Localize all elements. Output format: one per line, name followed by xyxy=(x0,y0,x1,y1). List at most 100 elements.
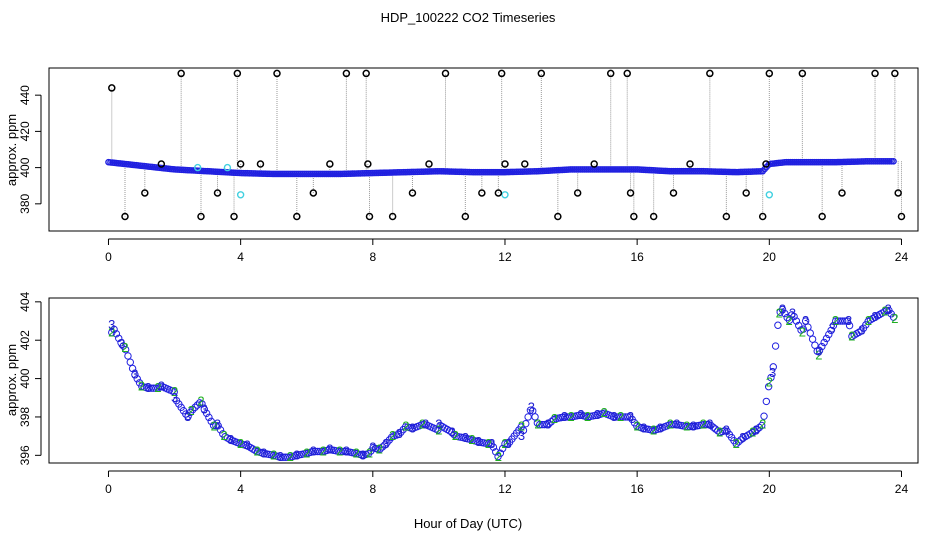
series-2-label: 2 xyxy=(237,436,244,451)
series-2-label: 2 xyxy=(600,405,607,420)
trace-point xyxy=(818,342,826,351)
series-2-label: 2 xyxy=(468,432,475,447)
trace-point xyxy=(191,403,199,412)
series-3-label: 3 xyxy=(184,409,191,424)
trace-point xyxy=(841,317,849,325)
bottom-x-tick-label: 0 xyxy=(105,482,112,496)
trace-point xyxy=(822,334,831,343)
series-2-label: 2 xyxy=(154,380,161,395)
trace-point xyxy=(790,312,798,321)
series-2-label: 2 xyxy=(303,445,310,460)
series-3-label: 3 xyxy=(594,407,601,422)
top-x-tick-label: 20 xyxy=(763,250,777,264)
trace-point xyxy=(683,422,692,431)
series-2-label: 2 xyxy=(211,419,218,434)
baseline-point xyxy=(890,157,897,165)
series-3-label: 3 xyxy=(118,336,125,351)
spike-point xyxy=(649,212,658,221)
spike-point xyxy=(157,160,166,168)
trace-point xyxy=(762,397,771,406)
series-2-label: 2 xyxy=(376,442,383,457)
series-3-label: 3 xyxy=(518,428,525,443)
top-plot-frame xyxy=(48,67,919,232)
series-2-label: 2 xyxy=(891,311,898,326)
bottom-y-tick-label: 400 xyxy=(18,368,32,388)
series-3-label: 3 xyxy=(627,409,634,424)
series-2-label: 2 xyxy=(832,313,839,328)
trace-point xyxy=(147,384,155,392)
trace-point xyxy=(614,413,623,421)
trace-point xyxy=(357,451,366,459)
series-2-label: 2 xyxy=(667,417,674,432)
series-3-label: 3 xyxy=(610,409,617,424)
series-3-label: 3 xyxy=(885,302,892,317)
series-3-label: 3 xyxy=(214,417,221,432)
trace-point xyxy=(758,421,766,430)
spike-point xyxy=(521,160,529,168)
trace-point xyxy=(838,317,847,325)
series-3-label: 3 xyxy=(739,430,746,445)
trace-point xyxy=(734,438,743,446)
series-2-label: 2 xyxy=(419,417,426,432)
trace-point xyxy=(309,447,317,456)
spike-point xyxy=(722,212,731,221)
trace-point xyxy=(751,427,759,435)
trace-point xyxy=(524,413,532,421)
bottom-x-tick-label: 16 xyxy=(630,482,644,496)
series-2-label: 2 xyxy=(551,411,558,426)
spike-point xyxy=(478,189,486,197)
trace-point xyxy=(374,445,382,453)
trace-point xyxy=(316,447,324,456)
trace-point xyxy=(334,447,343,455)
spike-point xyxy=(342,69,351,78)
spike-point xyxy=(897,212,906,221)
series-3-label: 3 xyxy=(310,443,317,458)
series-3-label: 3 xyxy=(845,313,852,328)
trace-point xyxy=(616,413,625,421)
series-3-label: 3 xyxy=(723,422,730,437)
trace-point xyxy=(112,330,121,338)
trace-point xyxy=(420,420,428,429)
top-x-tick-label: 12 xyxy=(498,250,512,264)
trace-point xyxy=(149,384,158,392)
spike-point xyxy=(891,69,899,78)
trace-point xyxy=(702,420,710,429)
top-x-tick-label: 4 xyxy=(237,250,244,264)
series-3-label: 3 xyxy=(435,417,442,432)
spike-point xyxy=(626,189,635,197)
series-2-label: 2 xyxy=(716,424,723,439)
bottom-x-tick-label: 4 xyxy=(237,482,244,496)
series-2-label: 2 xyxy=(848,328,855,343)
trace-point xyxy=(503,440,511,448)
spike-point xyxy=(765,69,774,78)
trace-point xyxy=(820,338,828,347)
trace-point xyxy=(626,413,634,421)
trace-point xyxy=(501,440,509,448)
trace-point xyxy=(700,420,708,429)
series-2-label: 2 xyxy=(584,409,591,424)
trace-point xyxy=(566,413,574,421)
trace-point xyxy=(799,325,808,333)
bottom-axes: 0 4 8 12 16 20 24 396 398 400 402 404 xyxy=(18,292,908,496)
series-3-label: 3 xyxy=(690,419,697,434)
series-3-label: 3 xyxy=(673,417,680,432)
trace-point xyxy=(519,426,528,435)
trace-point xyxy=(156,383,165,391)
spike-point xyxy=(501,160,509,168)
series-2-label: 2 xyxy=(865,313,872,328)
series-3-label: 3 xyxy=(871,309,878,324)
series-3-label: 3 xyxy=(475,434,482,449)
top-x-tick-label: 8 xyxy=(369,250,376,264)
series-3-label: 3 xyxy=(828,321,835,336)
trace-point xyxy=(619,413,627,421)
spike-point xyxy=(686,160,694,168)
spike-point xyxy=(762,160,770,168)
bottom-plot-frame xyxy=(48,297,919,464)
series-3-label: 3 xyxy=(789,305,796,320)
trace-point xyxy=(325,446,333,454)
series-3-label: 3 xyxy=(343,443,350,458)
series-3-label: 3 xyxy=(488,436,495,451)
spike-point xyxy=(236,160,245,168)
trace-point xyxy=(448,428,456,436)
